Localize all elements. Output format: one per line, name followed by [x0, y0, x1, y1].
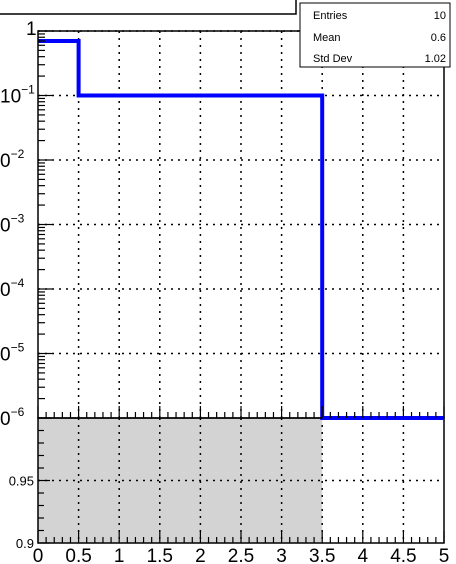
stats-entries-label: Entries	[313, 10, 348, 22]
y-tick-label-bottom: 0.95	[9, 474, 34, 489]
y-tick-label: 0−6	[0, 405, 25, 430]
title-box	[0, 0, 297, 15]
axis-ticks	[37, 30, 445, 544]
y-tick-label: 0−3	[0, 212, 25, 237]
ratio-fill-area	[38, 418, 323, 543]
y-tick-label: 0−2	[0, 147, 25, 172]
x-tick-label: 1	[114, 546, 125, 564]
y-tick-label: 0−4	[0, 276, 25, 301]
stats-mean-label: Mean	[313, 32, 341, 44]
x-tick-label: 2.5	[228, 546, 254, 564]
x-tick-label: 4.5	[390, 546, 416, 564]
x-tick-label: 3.5	[309, 546, 335, 564]
x-tick-label: 1.5	[147, 546, 173, 564]
x-tick-label: 2	[195, 546, 206, 564]
y-tick-label: 10−1	[0, 83, 35, 108]
x-tick-label: 3	[276, 546, 287, 564]
ratio-fill	[38, 418, 323, 543]
stats-box: Entries 10 Mean 0.6 Std Dev 1.02	[299, 2, 451, 68]
x-tick-label: 0	[33, 546, 44, 564]
y-tick-label: 0−5	[0, 341, 25, 366]
y-tick-label: 1	[26, 19, 37, 40]
stats-stddev-label: Std Dev	[313, 53, 353, 65]
stats-mean-value: 0.6	[431, 32, 446, 44]
x-tick-label: 4	[358, 546, 369, 564]
stats-stddev-value: 1.02	[425, 53, 446, 65]
y-tick-label-bottom: 0.9	[16, 536, 34, 551]
stats-entries-value: 10	[434, 10, 446, 22]
tick-labels: 0 0.5 1 1.5 2 2.5 3 3.5 4 4.5 5 1 10−1 0−2 0−3 0−4 0−5 0−…	[0, 19, 449, 564]
x-tick-label: 5	[439, 546, 450, 564]
x-tick-label: 0.5	[65, 546, 91, 564]
